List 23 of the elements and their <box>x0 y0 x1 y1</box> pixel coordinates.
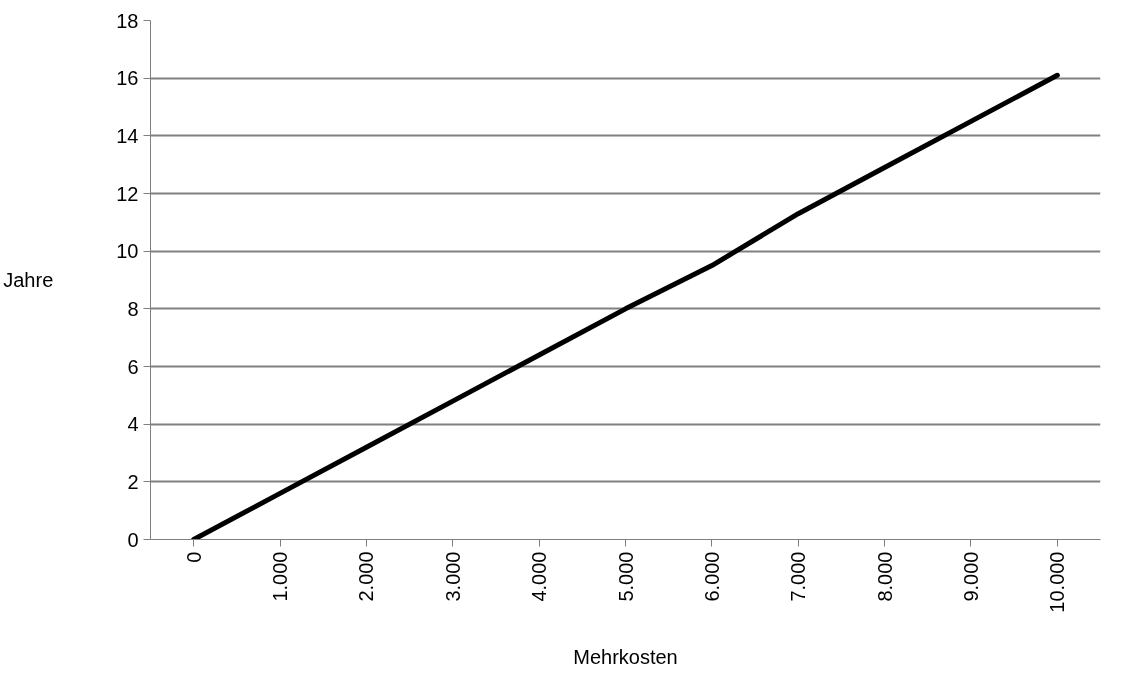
x-tick-label: 8.000 <box>873 551 896 602</box>
y-tick-label: 14 <box>116 124 139 147</box>
y-tick-label: 4 <box>127 413 139 436</box>
y-tick-label: 10 <box>116 240 139 263</box>
x-tick-label: 7.000 <box>787 551 810 602</box>
x-tick-label: 0 <box>182 551 205 563</box>
x-tick-label: 4.000 <box>528 551 551 602</box>
x-tick-label: 2.000 <box>355 551 378 602</box>
x-tick-label: 3.000 <box>441 551 464 602</box>
y-tick-label: 2 <box>127 470 139 493</box>
y-tick-label: 18 <box>116 9 139 32</box>
y-axis-title: Jahre <box>3 269 54 291</box>
x-axis-title: Mehrkosten <box>573 645 678 668</box>
x-tick-label: 1.000 <box>269 551 292 602</box>
x-tick-label: 5.000 <box>614 551 637 602</box>
y-tick-label: 12 <box>116 182 139 205</box>
x-tick-label: 6.000 <box>700 551 723 602</box>
y-tick-label: 0 <box>127 528 139 551</box>
x-tick-label: 9.000 <box>959 551 982 602</box>
x-tick-label: 10.000 <box>1046 551 1069 613</box>
y-tick-label: 6 <box>127 355 139 378</box>
y-tick-label: 8 <box>127 297 139 320</box>
y-tick-label: 16 <box>116 67 139 90</box>
